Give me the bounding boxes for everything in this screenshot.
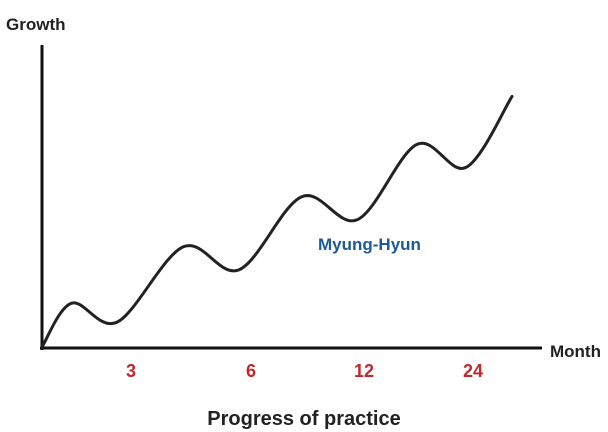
series-line-myung-hyun	[40, 94, 514, 349]
x-axis-title: Month	[550, 342, 601, 361]
x-tick-labels: 3 6 12 24	[126, 361, 483, 381]
chart-caption: Progress of practice	[207, 408, 400, 430]
x-tick-label: 6	[246, 361, 256, 381]
x-tick-label: 24	[463, 361, 483, 381]
y-axis-title: Growth	[6, 15, 66, 34]
x-tick-label: 3	[126, 361, 136, 381]
series-label-myung-hyun: Myung-Hyun	[318, 235, 421, 254]
x-tick-label: 12	[354, 361, 374, 381]
